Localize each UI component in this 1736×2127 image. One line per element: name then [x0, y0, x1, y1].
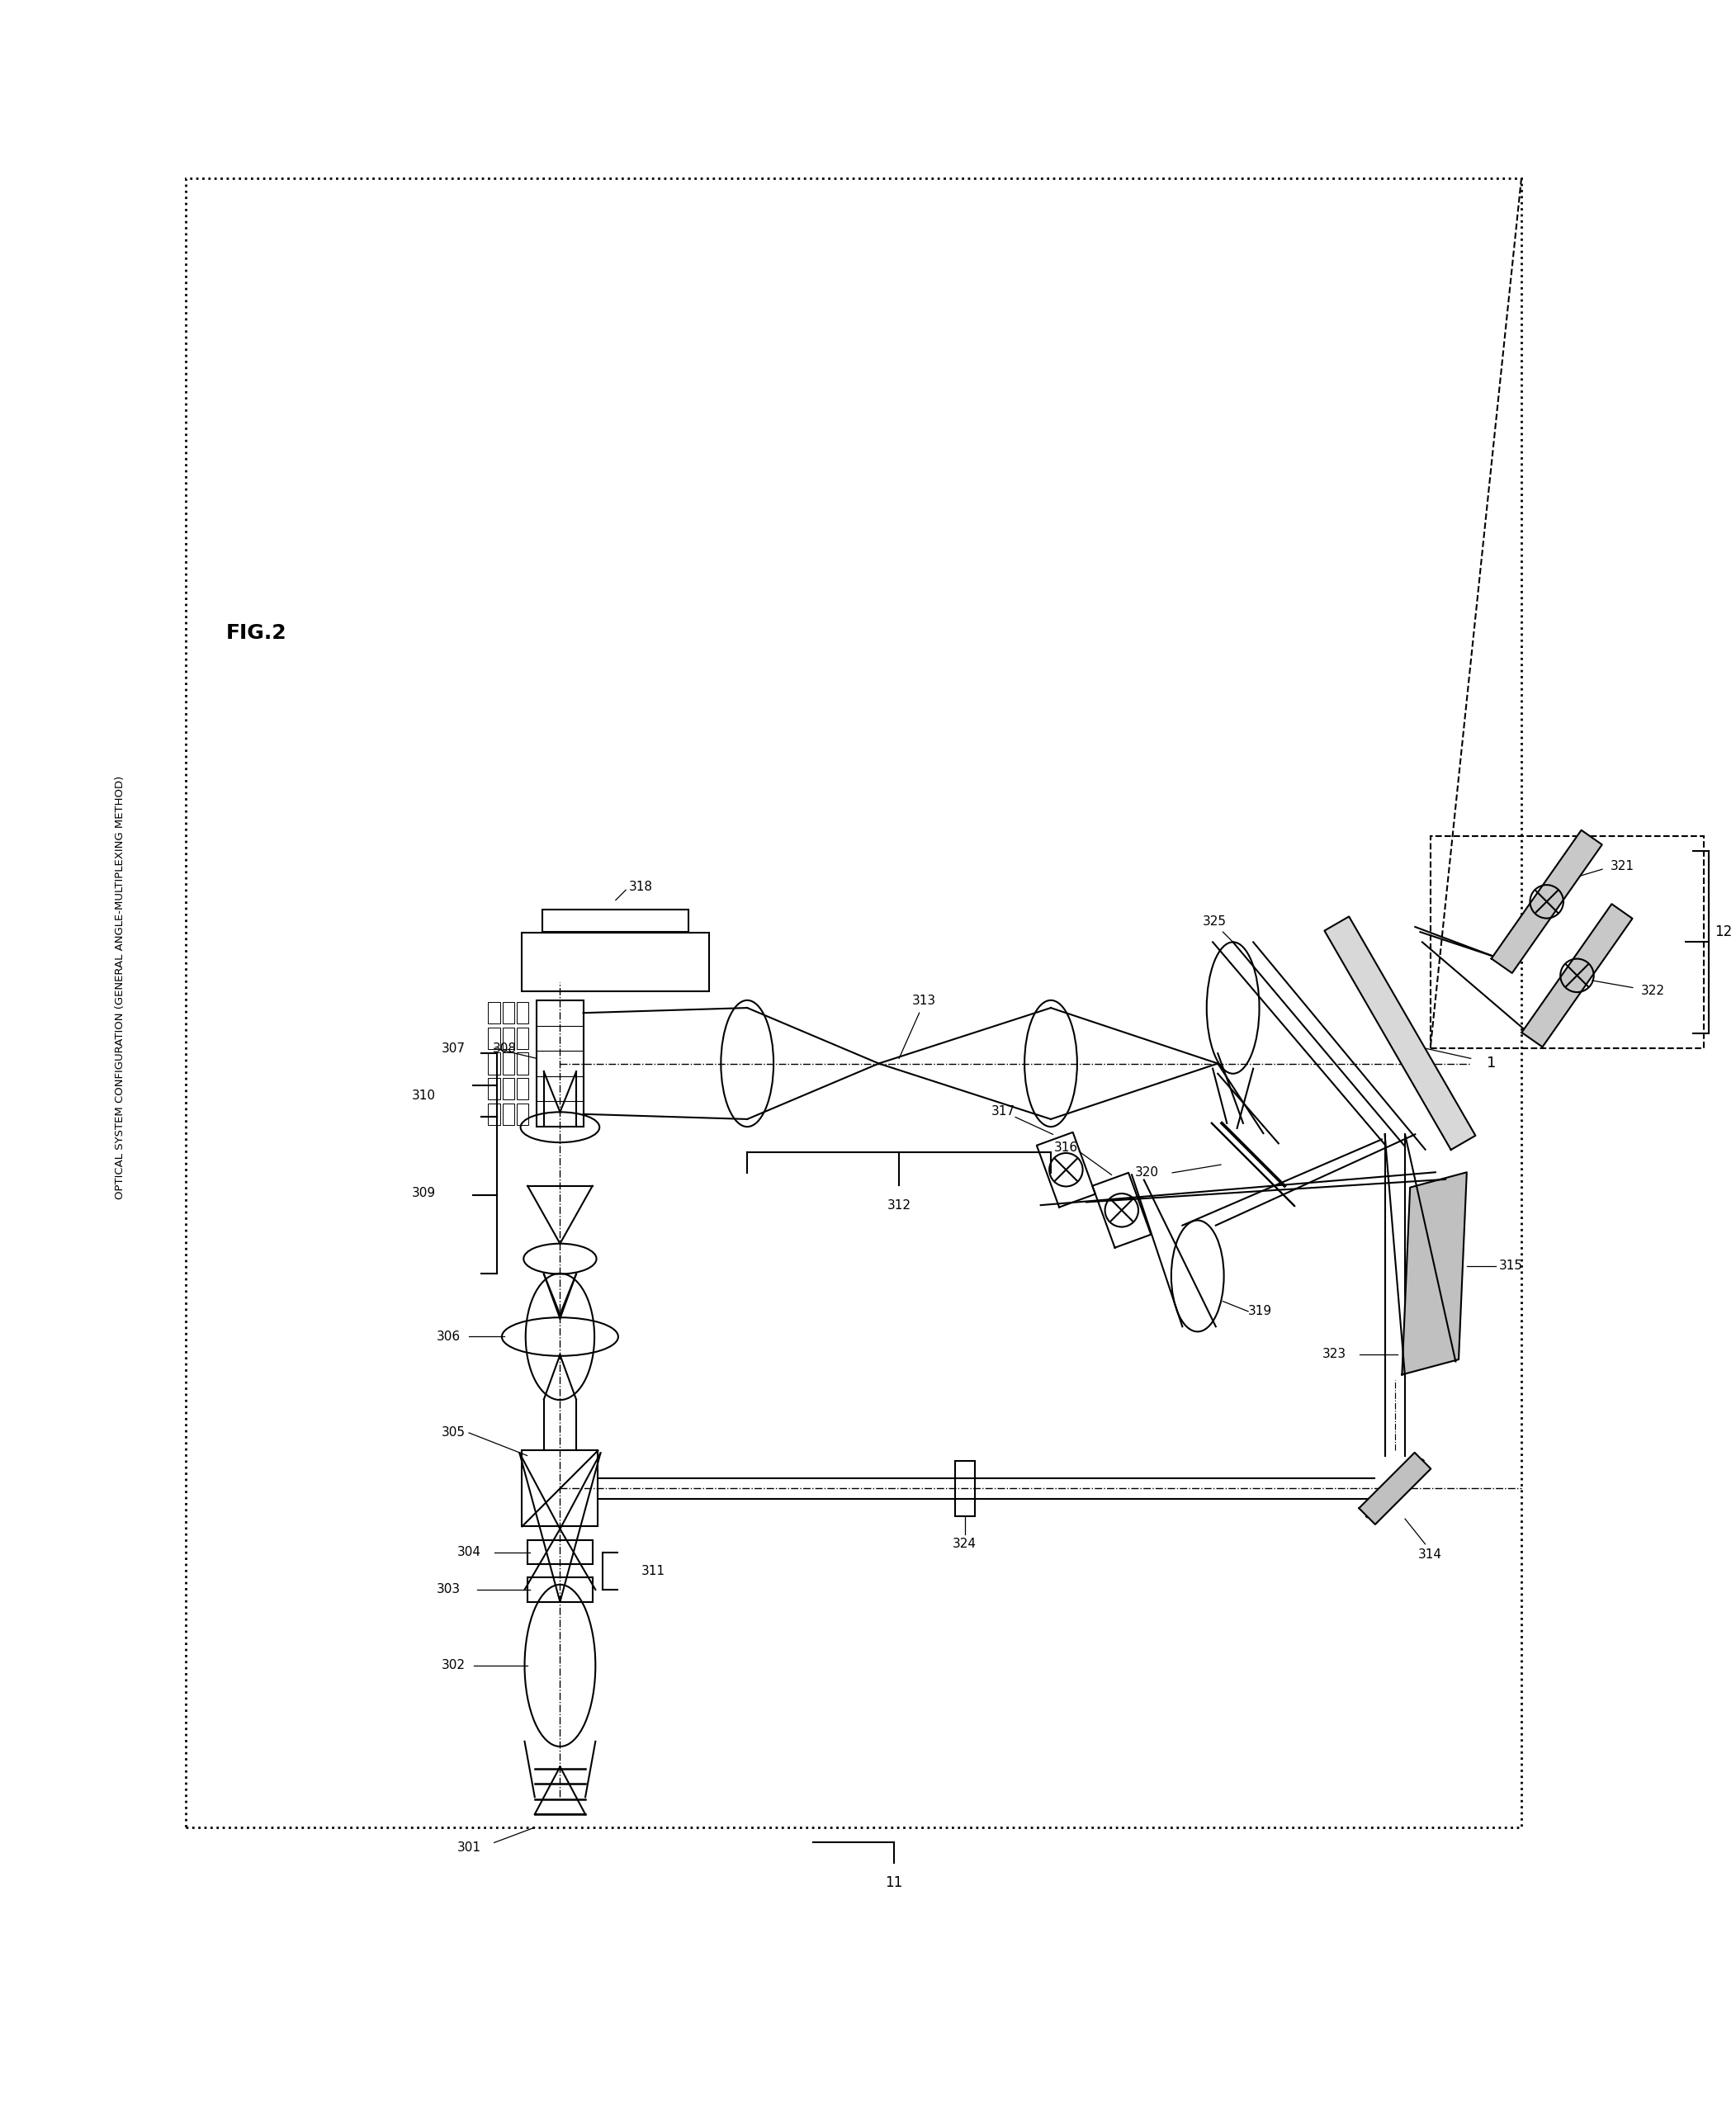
- Text: 304: 304: [457, 1546, 481, 1559]
- Bar: [502, 1053, 514, 1074]
- Text: 301: 301: [457, 1842, 481, 1855]
- Bar: [502, 1078, 514, 1100]
- Text: 12: 12: [1715, 925, 1733, 940]
- Bar: [488, 1104, 500, 1125]
- Bar: [488, 1078, 500, 1100]
- Bar: [488, 1027, 500, 1049]
- Polygon shape: [1403, 1172, 1467, 1374]
- Text: 11: 11: [885, 1876, 903, 1891]
- Bar: [517, 1078, 529, 1100]
- Text: 303: 303: [437, 1582, 460, 1595]
- Text: 314: 314: [1418, 1548, 1443, 1561]
- Text: 310: 310: [411, 1089, 436, 1102]
- Bar: [523, 932, 710, 991]
- Bar: [536, 1000, 583, 1127]
- Polygon shape: [1212, 1123, 1295, 1206]
- Bar: [517, 1027, 529, 1049]
- Bar: [488, 1002, 500, 1023]
- Text: 318: 318: [628, 881, 653, 893]
- Text: 1: 1: [1486, 1057, 1496, 1070]
- Text: 317: 317: [991, 1104, 1016, 1117]
- Polygon shape: [1522, 904, 1632, 1046]
- Text: 315: 315: [1500, 1259, 1522, 1272]
- Text: 324: 324: [953, 1538, 977, 1551]
- Text: 312: 312: [887, 1200, 911, 1212]
- Bar: [502, 1104, 514, 1125]
- Text: 305: 305: [441, 1427, 465, 1440]
- Bar: [543, 908, 689, 932]
- Text: 320: 320: [1135, 1166, 1160, 1178]
- Bar: [488, 1053, 500, 1074]
- Bar: [528, 1540, 594, 1563]
- Text: 319: 319: [1248, 1306, 1272, 1317]
- Bar: [517, 1053, 529, 1074]
- Polygon shape: [1325, 917, 1476, 1151]
- Bar: [186, 179, 1521, 1827]
- Polygon shape: [1491, 830, 1602, 972]
- Text: 302: 302: [441, 1659, 465, 1672]
- Bar: [517, 1002, 529, 1023]
- Text: 322: 322: [1641, 985, 1665, 998]
- Text: 323: 323: [1323, 1349, 1345, 1361]
- Polygon shape: [1359, 1453, 1430, 1525]
- Text: 321: 321: [1611, 859, 1635, 872]
- Text: 311: 311: [641, 1565, 665, 1576]
- Text: 309: 309: [411, 1187, 436, 1200]
- Text: 313: 313: [913, 995, 936, 1006]
- Bar: [517, 1104, 529, 1125]
- Text: OPTICAL SYSTEM CONFIGURATION (GENERAL ANGLE-MULTIPLEXING METHOD): OPTICAL SYSTEM CONFIGURATION (GENERAL AN…: [115, 776, 125, 1200]
- Bar: [502, 1002, 514, 1023]
- Text: 316: 316: [1054, 1142, 1078, 1153]
- Bar: [502, 1027, 514, 1049]
- Text: 308: 308: [493, 1042, 516, 1055]
- Bar: [955, 1461, 976, 1517]
- Text: 325: 325: [1203, 915, 1227, 927]
- Text: 307: 307: [441, 1042, 465, 1055]
- Text: FIG.2: FIG.2: [226, 623, 286, 642]
- Bar: [1430, 836, 1703, 1049]
- Bar: [528, 1578, 594, 1602]
- Text: 306: 306: [437, 1332, 460, 1342]
- Bar: [523, 1451, 597, 1527]
